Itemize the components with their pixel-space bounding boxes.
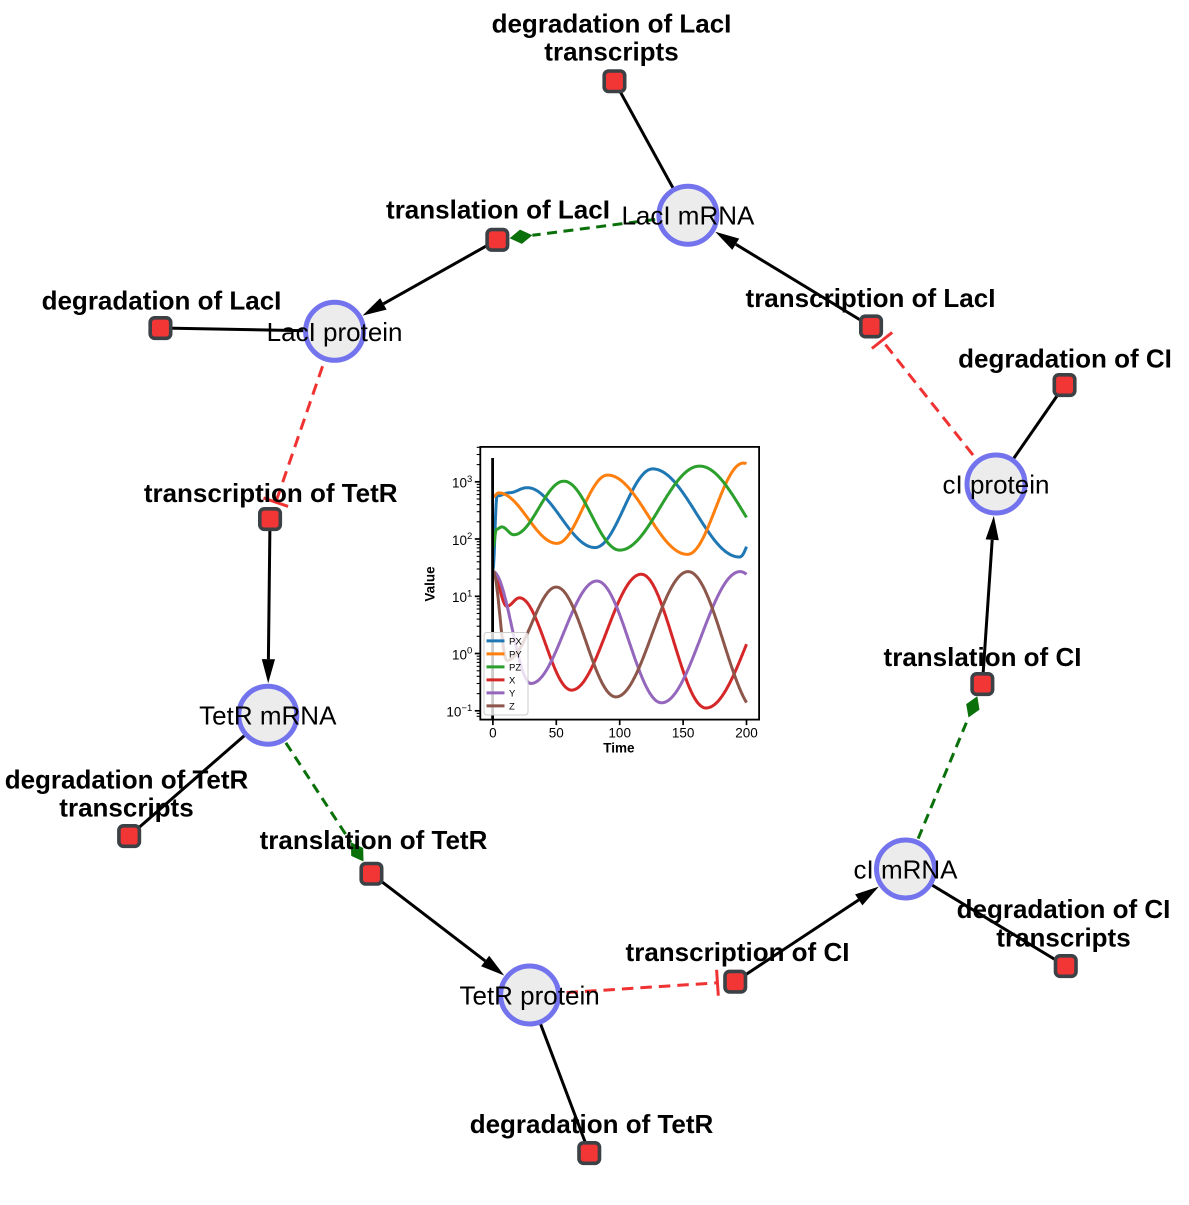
svg-text:cI protein: cI protein xyxy=(943,470,1050,500)
svg-text:Value: Value xyxy=(423,566,438,602)
svg-text:transcription of CI: transcription of CI xyxy=(626,937,850,967)
svg-text:TetR protein: TetR protein xyxy=(460,981,600,1011)
svg-text:transcripts: transcripts xyxy=(544,36,678,66)
svg-text:translation of CI: translation of CI xyxy=(884,642,1082,672)
svg-text:LacI mRNA: LacI mRNA xyxy=(621,201,755,231)
svg-text:200: 200 xyxy=(735,725,758,740)
svg-text:Y: Y xyxy=(509,689,516,700)
svg-text:TetR mRNA: TetR mRNA xyxy=(199,701,337,731)
svg-text:X: X xyxy=(509,676,516,687)
svg-text:cI mRNA: cI mRNA xyxy=(854,855,959,885)
svg-text:degradation of LacI: degradation of LacI xyxy=(42,286,282,316)
svg-text:Z: Z xyxy=(509,702,515,713)
svg-text:transcription of LacI: transcription of LacI xyxy=(746,283,996,313)
svg-text:0: 0 xyxy=(489,725,497,740)
svg-text:150: 150 xyxy=(672,725,695,740)
svg-text:Time: Time xyxy=(603,740,635,755)
svg-text:LacI protein: LacI protein xyxy=(267,317,403,347)
svg-text:transcripts: transcripts xyxy=(59,793,193,823)
svg-text:degradation of CI: degradation of CI xyxy=(958,344,1172,374)
svg-text:transcripts: transcripts xyxy=(996,922,1130,952)
svg-text:100: 100 xyxy=(608,725,631,740)
svg-text:translation of LacI: translation of LacI xyxy=(386,195,610,225)
svg-text:PZ: PZ xyxy=(509,663,521,674)
svg-text:degradation of CI: degradation of CI xyxy=(957,894,1171,924)
svg-text:transcription of TetR: transcription of TetR xyxy=(144,478,398,508)
svg-text:degradation of TetR: degradation of TetR xyxy=(5,765,249,795)
svg-text:degradation of TetR: degradation of TetR xyxy=(470,1109,714,1139)
svg-text:PX: PX xyxy=(509,637,522,648)
svg-text:50: 50 xyxy=(549,725,564,740)
svg-text:translation of TetR: translation of TetR xyxy=(260,825,488,855)
svg-text:degradation of LacI: degradation of LacI xyxy=(492,8,732,38)
svg-text:PY: PY xyxy=(509,650,522,661)
